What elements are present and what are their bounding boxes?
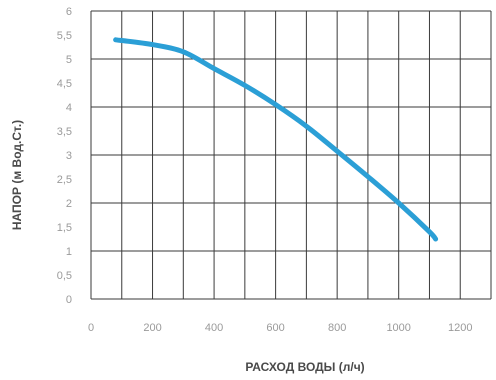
y-tick-label: 3,5: [57, 126, 72, 138]
x-axis-ticks: 0 200 400 600 800 1000 1200: [88, 322, 473, 334]
y-tick-label: 0: [66, 294, 72, 306]
y-axis-ticks: 0 0,5 1 1,5 2 2,5 3 3,5 4 4,5 5 5,5 6: [57, 6, 72, 306]
x-tick-label: 400: [205, 322, 223, 334]
y-tick-label: 4,5: [57, 78, 72, 90]
series-layer: [113, 37, 439, 242]
x-tick-label: 0: [88, 322, 94, 334]
y-axis-label: НАПОР (м Вод.Ст.): [10, 120, 24, 230]
x-tick-label: 1000: [386, 322, 410, 334]
x-tick-label: 800: [328, 322, 346, 334]
y-tick-label: 6: [66, 6, 72, 18]
y-tick-label: 2: [66, 198, 72, 210]
y-tick-label: 0,5: [57, 270, 72, 282]
x-tick-label: 200: [143, 322, 161, 334]
y-tick-label: 1,5: [57, 222, 72, 234]
series-line: [113, 37, 439, 242]
y-tick-label: 5: [66, 54, 72, 66]
y-tick-label: 4: [66, 102, 72, 114]
y-tick-label: 5,5: [57, 30, 72, 42]
y-tick-label: 2,5: [57, 174, 72, 186]
grid: [90, 10, 492, 300]
x-tick-label: 600: [266, 322, 284, 334]
y-tick-label: 3: [66, 150, 72, 162]
x-tick-label: 1200: [448, 322, 472, 334]
y-tick-label: 1: [66, 246, 72, 258]
x-axis-label: РАСХОД ВОДЫ (л/ч): [245, 360, 364, 374]
